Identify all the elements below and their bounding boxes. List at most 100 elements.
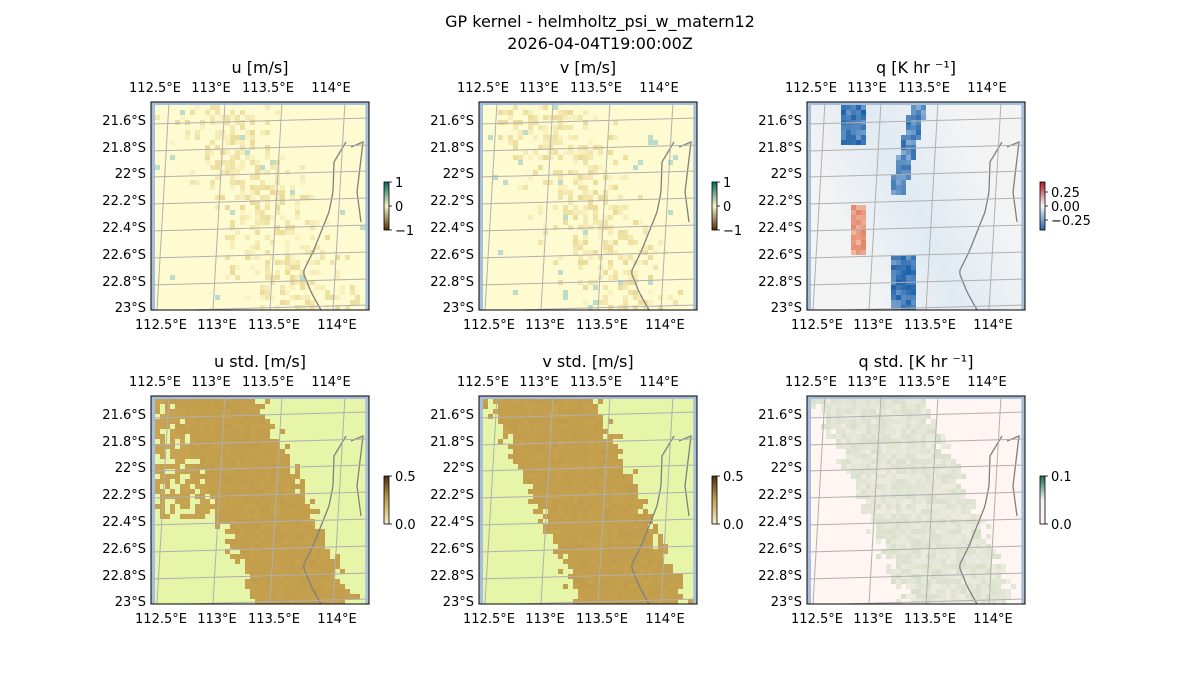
heatmap-cell — [230, 185, 236, 191]
map-field-u — [151, 102, 369, 310]
heatmap-cell — [215, 195, 221, 201]
heatmap-cell — [345, 230, 351, 236]
heatmap-cell — [678, 185, 684, 191]
heatmap-cell — [508, 205, 514, 211]
heatmap-cell — [170, 265, 176, 271]
heatmap-cell — [185, 195, 191, 201]
heatmap-cell — [811, 215, 817, 221]
heatmap-cell — [503, 250, 509, 256]
heatmap-cell — [663, 215, 669, 221]
heatmap-cell — [976, 230, 982, 236]
heatmap-cell — [483, 105, 489, 111]
heatmap-cell — [588, 150, 594, 156]
heatmap-cell — [986, 105, 992, 111]
heatmap-cell — [886, 125, 892, 131]
heatmap-cell — [643, 305, 649, 310]
heatmap-cell — [315, 280, 321, 286]
heatmap-cell — [936, 115, 942, 121]
heatmap-cell — [916, 270, 922, 276]
heatmap-cell — [901, 240, 907, 246]
heatmap-cell — [533, 170, 539, 176]
heatmap-cell — [891, 180, 897, 186]
heatmap-cell — [826, 235, 832, 241]
heatmap-cell — [360, 155, 366, 161]
heatmap-cell — [896, 180, 902, 186]
heatmap-cell — [345, 240, 351, 246]
heatmap-cell — [160, 105, 166, 111]
heatmap-cell — [583, 160, 589, 166]
heatmap-cell — [275, 210, 281, 216]
heatmap-cell — [921, 250, 927, 256]
heatmap-cell — [300, 180, 306, 186]
heatmap-cell — [225, 145, 231, 151]
heatmap-cell — [260, 230, 266, 236]
heatmap-cell — [305, 255, 311, 261]
heatmap-cell — [623, 270, 629, 276]
heatmap-cell — [175, 195, 181, 201]
heatmap-cell — [538, 165, 544, 171]
heatmap-cell — [956, 180, 962, 186]
heatmap-cell — [160, 120, 166, 126]
heatmap-cell — [896, 105, 902, 111]
heatmap-cell — [360, 245, 366, 251]
heatmap-cell — [493, 275, 499, 281]
heatmap-cell — [310, 210, 316, 216]
heatmap-cell — [886, 265, 892, 271]
heatmap-cell — [190, 285, 196, 291]
heatmap-cell — [991, 255, 997, 261]
heatmap-cell — [170, 115, 176, 121]
heatmap-cell — [951, 245, 957, 251]
heatmap-cell — [563, 190, 569, 196]
heatmap-cell — [350, 155, 356, 161]
heatmap-cell — [951, 185, 957, 191]
heatmap-cell — [1001, 120, 1007, 126]
heatmap-cell — [558, 195, 564, 201]
heatmap-cell — [548, 170, 554, 176]
heatmap-cell — [275, 255, 281, 261]
heatmap-cell — [355, 225, 361, 231]
heatmap-cell — [360, 230, 366, 236]
lon-tick-label-top: 113°E — [191, 81, 231, 96]
heatmap-cell — [255, 190, 261, 196]
heatmap-cell — [816, 125, 822, 131]
heatmap-cell — [360, 300, 366, 306]
heatmap-cell — [340, 235, 346, 241]
heatmap-cell — [538, 295, 544, 301]
heatmap-cell — [548, 285, 554, 291]
heatmap-cell — [961, 220, 967, 226]
heatmap-cell — [573, 140, 579, 146]
heatmap-cell — [593, 160, 599, 166]
heatmap-cell — [508, 285, 514, 291]
heatmap-cell — [493, 155, 499, 161]
heatmap-cell — [220, 120, 226, 126]
heatmap-cell — [330, 125, 336, 131]
heatmap-cell — [250, 245, 256, 251]
heatmap-cell — [578, 110, 584, 116]
heatmap-cell — [683, 105, 689, 111]
heatmap-cell — [325, 175, 331, 181]
heatmap-cell — [290, 155, 296, 161]
heatmap-cell — [285, 210, 291, 216]
heatmap-cell — [961, 275, 967, 281]
heatmap-cell — [906, 145, 912, 151]
heatmap-cell — [588, 280, 594, 286]
heatmap-cell — [1006, 110, 1012, 116]
heatmap-cell — [911, 125, 917, 131]
heatmap-cell — [861, 270, 867, 276]
heatmap-cell — [275, 220, 281, 226]
heatmap-cell — [846, 110, 852, 116]
heatmap-cell — [325, 265, 331, 271]
heatmap-cell — [826, 205, 832, 211]
heatmap-cell — [603, 150, 609, 156]
heatmap-cell — [608, 255, 614, 261]
heatmap-cell — [871, 255, 877, 261]
heatmap-cell — [846, 275, 852, 281]
heatmap-cell — [861, 235, 867, 241]
heatmap-cell — [538, 235, 544, 241]
heatmap-cell — [861, 215, 867, 221]
heatmap-cell — [165, 145, 171, 151]
heatmap-cell — [190, 260, 196, 266]
heatmap-cell — [245, 120, 251, 126]
heatmap-cell — [558, 265, 564, 271]
heatmap-cell — [553, 225, 559, 231]
